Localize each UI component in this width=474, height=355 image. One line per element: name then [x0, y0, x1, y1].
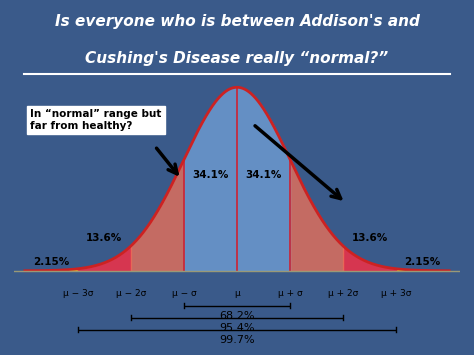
- Text: 13.6%: 13.6%: [352, 233, 388, 243]
- Text: 2.15%: 2.15%: [404, 257, 441, 267]
- Text: In “normal” range but
far from healthy?: In “normal” range but far from healthy?: [30, 109, 162, 131]
- Text: 2.15%: 2.15%: [33, 257, 70, 267]
- Text: Is everyone who is between Addison's and: Is everyone who is between Addison's and: [55, 14, 419, 29]
- Text: 99.7%: 99.7%: [219, 335, 255, 345]
- Text: 95.4%: 95.4%: [219, 323, 255, 333]
- Text: 13.6%: 13.6%: [86, 233, 122, 243]
- Text: 34.1%: 34.1%: [192, 170, 228, 180]
- Text: μ + σ: μ + σ: [278, 289, 302, 298]
- Text: μ − 3σ: μ − 3σ: [63, 289, 93, 298]
- Text: Cushing's Disease really “normal?”: Cushing's Disease really “normal?”: [85, 51, 389, 66]
- Text: 68.2%: 68.2%: [219, 311, 255, 321]
- Text: μ: μ: [234, 289, 240, 298]
- Text: 34.1%: 34.1%: [246, 170, 282, 180]
- Text: μ + 3σ: μ + 3σ: [381, 289, 411, 298]
- Text: μ − σ: μ − σ: [172, 289, 196, 298]
- Text: μ − 2σ: μ − 2σ: [116, 289, 146, 298]
- Text: μ + 2σ: μ + 2σ: [328, 289, 358, 298]
